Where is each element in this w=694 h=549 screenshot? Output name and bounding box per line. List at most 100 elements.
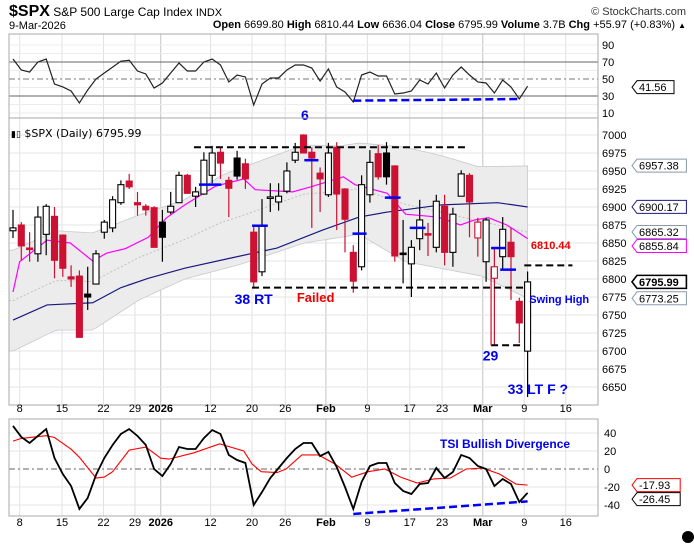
chart-annotation: 6 <box>301 107 309 123</box>
candle-body <box>441 205 449 253</box>
up-triangle-icon: ▲ <box>678 21 686 30</box>
candle-body <box>283 170 291 192</box>
candle-body <box>9 227 17 232</box>
candle-body <box>250 231 258 283</box>
price-value-tag-box <box>631 199 687 214</box>
price-value-tag-box <box>631 238 687 253</box>
candle-body <box>158 221 166 238</box>
quote-date: 9-Mar-2026 <box>9 20 66 32</box>
price-value-tag: 6865.32 <box>639 227 679 239</box>
candle-body <box>275 195 283 203</box>
candle-body <box>117 184 125 204</box>
chart-annotation: 29 <box>483 347 499 363</box>
price-axis-label: 6925 <box>602 184 626 196</box>
candle-body <box>399 252 407 256</box>
price-value-tag: 6957.38 <box>639 161 679 173</box>
rsi-value-tag: 41.56 <box>639 82 667 94</box>
candle-body <box>457 173 465 197</box>
candle-body <box>26 247 34 251</box>
price-value-tag-box <box>630 274 688 290</box>
rsi-axis-label: 70 <box>602 57 614 69</box>
open-label: Open <box>212 19 241 31</box>
price-panel-border <box>8 117 599 406</box>
tsi-date-label: 12 <box>204 517 216 529</box>
tsi-date-label: 29 <box>129 517 141 529</box>
price-value-tag: 6855.84 <box>639 241 679 253</box>
tsi-date-label: 23 <box>436 517 448 529</box>
candle-body <box>490 266 498 279</box>
candle-legend-icon: ▮▯ <box>11 130 21 140</box>
price-axis-label: 6850 <box>602 238 626 250</box>
price-date-label: 9 <box>364 403 370 415</box>
rsi-line <box>12 58 529 107</box>
price-date-label: 20 <box>246 403 258 415</box>
tsi-value-tag: -26.45 <box>639 494 670 506</box>
candle-body <box>17 224 25 247</box>
close-value: 6795.99 <box>458 19 498 31</box>
tsi-line <box>12 425 529 512</box>
candle-body <box>167 205 175 213</box>
tsi-axis-label: -40 <box>604 500 620 512</box>
chart-annotation: Swing High <box>529 294 589 306</box>
candle-body <box>507 241 515 258</box>
candle-body <box>299 134 308 154</box>
candle-body <box>150 207 158 248</box>
change-label: Chg <box>568 19 590 31</box>
candle-body <box>59 234 67 269</box>
candle-body <box>92 253 100 285</box>
price-axis-label: 6975 <box>602 148 626 160</box>
candle-body <box>358 184 366 268</box>
candle-body <box>175 174 183 204</box>
tsi-date-label: 26 <box>279 517 291 529</box>
rsi-axis-label: 10 <box>602 108 614 120</box>
price-date-label: 26 <box>279 403 291 415</box>
price-value-tag-box <box>631 291 687 306</box>
candle-body <box>266 196 274 199</box>
chart-annotation: 33 LT F ? <box>508 381 568 397</box>
rsi-panel-border <box>8 33 599 119</box>
candle-body <box>233 157 241 177</box>
tsi-date-label: 16 <box>560 517 572 529</box>
candle-body <box>225 179 233 189</box>
candle-body <box>308 151 316 159</box>
candle-body <box>125 180 133 188</box>
candle-body <box>465 174 474 203</box>
candle-body <box>324 152 332 196</box>
candle-body <box>50 215 59 261</box>
tsi-axis-label: 20 <box>604 446 616 458</box>
price-date-label: 23 <box>436 403 448 415</box>
watermark: © StockCharts.com <box>591 6 686 18</box>
candle-body <box>100 221 108 233</box>
price-axis-label: 7000 <box>602 130 626 142</box>
chart-annotation: 38 RT <box>235 291 274 307</box>
high-value: 6810.44 <box>314 19 355 31</box>
price-axis-label: 6950 <box>602 166 626 178</box>
price-value-tag: 6773.25 <box>639 293 679 305</box>
chart-annotation: Failed <box>297 290 335 305</box>
price-value-tag-box <box>631 158 687 173</box>
exchange: INDX <box>195 7 223 19</box>
price-legend: ▮▯ $SPX (Daily) 6795.99 <box>11 127 141 140</box>
candle-body <box>391 165 399 257</box>
rsi-axis-label: 50 <box>602 74 614 86</box>
candle-body <box>291 151 299 161</box>
candle-body <box>200 159 208 195</box>
tsi-date-label: 8 <box>17 517 23 529</box>
high-label: High <box>286 19 312 31</box>
tsi-signal-tag-box <box>631 478 681 493</box>
price-date-label: 17 <box>404 403 416 415</box>
candle-body <box>374 153 382 178</box>
price-value-tag: 6795.99 <box>639 277 679 289</box>
rsi-axis-label: 90 <box>602 40 614 52</box>
price-date-label: 16 <box>560 403 572 415</box>
candle-body <box>341 188 349 220</box>
candle-body <box>333 146 341 195</box>
candle-body <box>524 281 532 352</box>
price-date-label: 9 <box>521 403 527 415</box>
candle-body <box>382 152 391 178</box>
quote-summary: Open 6699.80 High 6810.44 Low 6636.04 Cl… <box>213 19 686 31</box>
tsi-date-label: 15 <box>56 517 68 529</box>
tsi-axis-label: -20 <box>604 482 620 494</box>
tsi-annotation: TSI Bullish Divergence <box>440 437 570 451</box>
price-date-label: 22 <box>97 403 109 415</box>
